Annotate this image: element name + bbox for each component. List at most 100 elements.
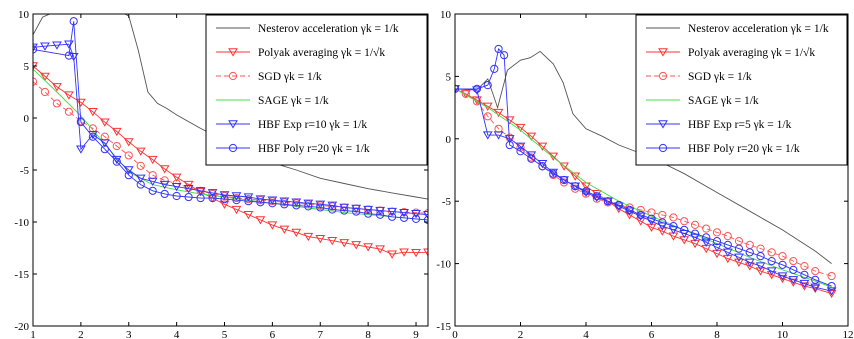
y-tick-label: 10 [18, 9, 30, 21]
data-point [811, 266, 820, 276]
legend-label: SAGE γk = 1/k [258, 95, 329, 107]
data-point [788, 276, 799, 285]
x-tick-label: 5 [222, 329, 228, 339]
y-tick-label: -5 [442, 196, 452, 208]
data-point [147, 155, 158, 165]
data-point [316, 201, 325, 210]
data-point [399, 213, 409, 222]
data-point [810, 284, 821, 294]
x-tick-label: 4 [583, 329, 589, 339]
data-point [493, 108, 504, 118]
chart-panel-1: 1 2 3 4 5 6 7 8 9 10 5 0 -5 -10 -15 -20 Nesterov acceler… [14, 9, 429, 339]
data-point [69, 17, 78, 26]
x-tick-label: 8 [714, 329, 720, 339]
data-point [734, 258, 744, 267]
data-point [472, 86, 482, 95]
data-point [184, 192, 193, 202]
x-tick-label: 6 [649, 329, 655, 339]
y-tick-label: -10 [14, 217, 29, 229]
data-point [766, 267, 777, 276]
data-point [423, 211, 428, 220]
series-line [455, 50, 832, 264]
x-tick-label: 4 [174, 329, 180, 339]
data-point [172, 191, 181, 201]
data-point [315, 234, 326, 244]
data-point [267, 221, 278, 230]
data-point [680, 225, 689, 235]
data-point [304, 202, 313, 211]
data-point [387, 207, 397, 217]
legend-label: Nesterov acceleration γk = 1/k [688, 23, 829, 35]
data-point [690, 220, 700, 230]
data-point [657, 222, 668, 231]
data-point [767, 257, 776, 266]
data-point [40, 42, 50, 51]
data-point [376, 210, 385, 219]
plot-area [33, 14, 428, 259]
data-point [613, 204, 624, 214]
legend: Nesterov acceleration γk = 1/k Polyak ave… [205, 14, 428, 166]
data-point [494, 44, 503, 54]
series-line [33, 43, 428, 216]
data-point [548, 152, 559, 161]
data-point [387, 250, 397, 259]
legend-label: SGD γk = 1/k [688, 71, 752, 83]
data-point [231, 205, 242, 215]
data-point [207, 189, 218, 198]
data-point [744, 258, 755, 267]
data-point [351, 241, 362, 250]
y-tick-label: 0 [446, 134, 452, 146]
data-point [135, 147, 146, 156]
data-point [76, 98, 86, 107]
data-point [160, 176, 169, 185]
data-point [744, 262, 755, 271]
legend-label: Polyak averaging γk = 1/√k [688, 46, 815, 59]
series-1 [455, 50, 832, 264]
data-point [789, 257, 798, 266]
data-point [827, 271, 836, 281]
data-point [789, 265, 798, 274]
series-6 [33, 17, 428, 225]
data-point [669, 222, 678, 231]
data-point [515, 142, 526, 151]
data-point [581, 187, 591, 196]
data-point [581, 182, 591, 191]
data-point [778, 252, 787, 261]
legend-box [205, 14, 428, 166]
data-point [723, 240, 732, 249]
data-point [327, 201, 338, 210]
data-point [669, 213, 678, 222]
y-tick-label: 0 [24, 113, 30, 125]
data-point [455, 84, 460, 93]
data-point [756, 252, 765, 261]
data-point [559, 175, 569, 185]
data-point [123, 166, 134, 175]
data-point [810, 283, 821, 292]
data-point [363, 205, 374, 215]
series-line [455, 88, 832, 292]
data-point [291, 228, 302, 237]
series-4 [455, 88, 832, 288]
data-point [635, 217, 646, 226]
data-point [256, 196, 265, 205]
data-point [256, 198, 265, 207]
data-point [208, 193, 217, 203]
legend-marker [228, 71, 238, 81]
data-point [494, 124, 503, 133]
data-point [88, 132, 97, 141]
data-point [268, 197, 277, 206]
data-point [280, 200, 289, 209]
data-point [280, 198, 289, 207]
y-tick-label: -10 [436, 259, 451, 271]
data-point [811, 275, 820, 284]
data-point [135, 174, 146, 183]
data-point [734, 244, 744, 253]
data-point [515, 123, 526, 133]
data-point [423, 248, 428, 257]
data-point [472, 84, 482, 93]
legend-marker [228, 120, 238, 129]
data-point [490, 64, 499, 74]
data-point [196, 193, 205, 203]
data-point [148, 171, 157, 180]
data-point [483, 81, 492, 90]
